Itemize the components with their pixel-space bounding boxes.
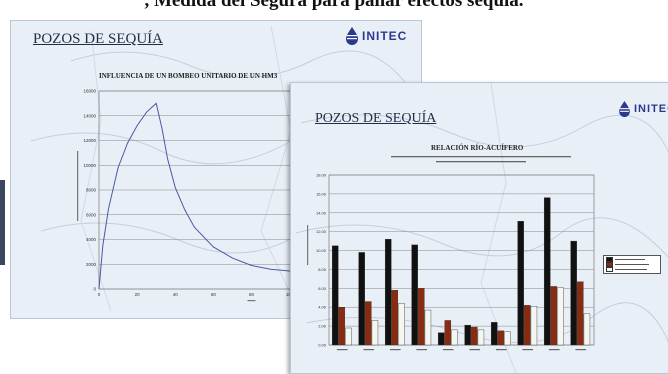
x-tick-label: 40 (173, 292, 179, 297)
x-tick-mark (548, 349, 560, 351)
x-tick-label: 100 (286, 292, 294, 297)
bar (345, 327, 352, 346)
bar (577, 281, 584, 346)
drop-icon (619, 101, 630, 117)
bar (464, 324, 471, 346)
legend-item (606, 267, 658, 272)
bar (424, 309, 432, 346)
x-tick-mark (363, 349, 375, 351)
x-tick-mark (469, 349, 481, 351)
x-tick-mark (336, 349, 348, 351)
x-tick-label: 80 (249, 292, 255, 297)
y-tick-label: 2000 (86, 262, 97, 267)
y-tick-label: 4.00 (318, 305, 327, 310)
bar (471, 326, 478, 346)
y-axis-title-mark (77, 151, 79, 221)
y-tick-label: 14.00 (316, 210, 327, 215)
chart-title: RELACIÓN RÍO-ACUÍFERO (431, 144, 524, 152)
bar (371, 320, 379, 346)
x-tick-mark (575, 349, 587, 351)
bar (477, 329, 485, 346)
chart-title: INFLUENCIA DE UN BOMBEO UNITARIO DE UN H… (99, 72, 278, 80)
legend-item (606, 262, 658, 267)
y-tick-label: 14000 (83, 113, 96, 118)
bar (543, 197, 551, 346)
drop-icon (346, 27, 358, 45)
slide-title: POZOS DE SEQUÍA (33, 31, 164, 47)
bar (398, 303, 405, 346)
x-tick-mark (389, 349, 401, 351)
bar (338, 307, 346, 346)
bar (490, 322, 498, 346)
logo-text: INITEC (634, 103, 668, 115)
x-axis-title-mark (247, 300, 256, 302)
bar-chart: 0.00 2.00 4.00 6.00 8.00 10.00 12.00 14.00 16.00… (307, 173, 595, 351)
bar (411, 244, 418, 346)
y-tick-label: 10000 (83, 163, 96, 168)
bar (331, 245, 339, 346)
bar (418, 288, 425, 346)
initec-logo: INITEC (619, 101, 668, 117)
bar (365, 301, 372, 346)
y-tick-label: 8.00 (318, 267, 327, 272)
bar (384, 239, 392, 346)
bar (524, 305, 531, 346)
y-tick-label: 12000 (83, 138, 96, 143)
y-tick-label: 0.00 (318, 343, 327, 348)
x-tick-mark (495, 349, 507, 351)
x-tick-mark (416, 349, 428, 351)
slide-relacion: POZOS DE SEQUÍA INITEC RELACIÓN RÍO-ACUÍ… (290, 82, 668, 374)
x-tick-label: 20 (135, 292, 141, 297)
bar (570, 240, 577, 346)
bar (391, 290, 399, 346)
y-tick-label: 16.00 (316, 191, 327, 196)
y-tick-label: 2.00 (318, 324, 327, 329)
y-tick-label: 4000 (86, 237, 97, 242)
bar (497, 330, 505, 346)
bar (358, 252, 365, 346)
chart-subtitle-scribble (391, 156, 571, 163)
map-background (295, 83, 668, 373)
chart-legend (603, 255, 661, 274)
y-tick-label: 10.00 (316, 248, 327, 253)
y-tick-label: 18.00 (316, 173, 327, 178)
y-tick-label: 8000 (86, 188, 97, 193)
caption: , Medida del Segura para paliar efectos … (144, 0, 524, 11)
x-tick-mark (522, 349, 534, 351)
bar (530, 306, 538, 346)
y-tick-label: 6.00 (318, 286, 327, 291)
y-tick-label: 12.00 (316, 229, 327, 234)
bar (583, 313, 591, 346)
bar (437, 332, 445, 346)
adjacent-slide-edge (0, 180, 5, 265)
y-tick-label: 0 (93, 287, 96, 292)
bar (557, 287, 564, 346)
logo-text: INITEC (362, 29, 408, 43)
slide-title: POZOS DE SEQUÍA (315, 111, 437, 126)
initec-logo: INITEC (346, 27, 407, 45)
y-tick-label: 16000 (83, 89, 96, 94)
x-tick-label: 0 (98, 292, 101, 297)
bar (444, 320, 452, 346)
chart-subtitle (381, 154, 581, 168)
y-tick-label: 6000 (86, 212, 97, 217)
y-axis-title-mark (307, 225, 309, 265)
bar (550, 286, 558, 346)
legend-item (606, 257, 658, 262)
bar (451, 329, 458, 346)
x-tick-label: 60 (211, 292, 217, 297)
bar (517, 221, 524, 346)
x-tick-mark (442, 349, 454, 351)
bar (504, 331, 511, 346)
